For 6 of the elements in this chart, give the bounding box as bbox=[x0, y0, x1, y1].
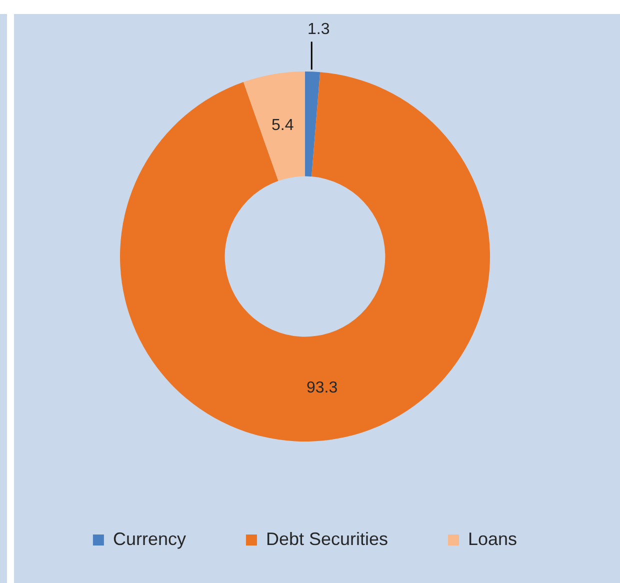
data-label: 5.4 bbox=[271, 117, 294, 134]
legend-label: Loans bbox=[468, 528, 518, 549]
data-label: 93.3 bbox=[306, 379, 338, 396]
data-label: 1.3 bbox=[308, 21, 330, 38]
legend-label: Debt Securities bbox=[266, 528, 388, 549]
legend-label: Currency bbox=[112, 528, 186, 549]
